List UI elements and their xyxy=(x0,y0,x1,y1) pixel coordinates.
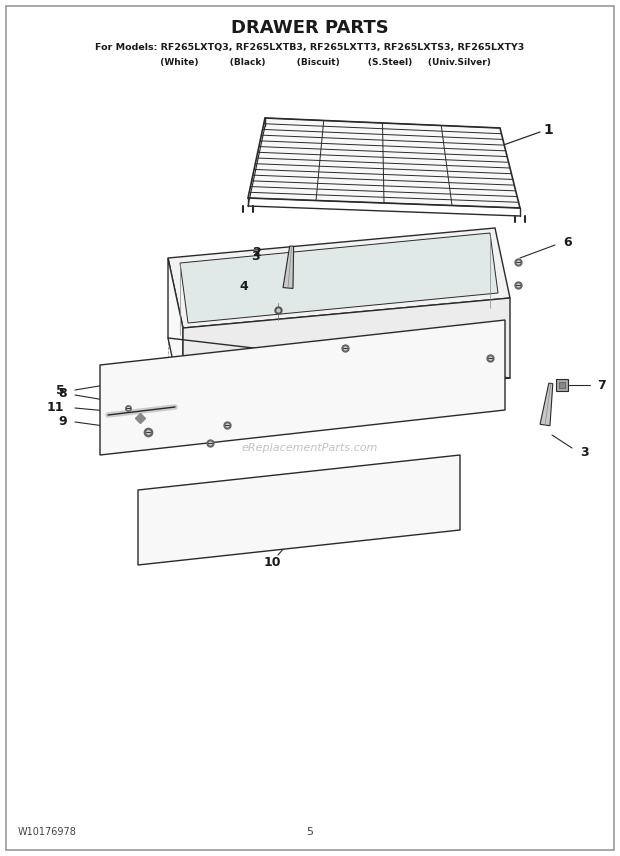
Text: 2: 2 xyxy=(253,246,262,259)
Text: 3: 3 xyxy=(580,445,588,459)
Polygon shape xyxy=(183,378,510,408)
Polygon shape xyxy=(183,298,510,408)
Text: 9: 9 xyxy=(58,414,67,427)
Polygon shape xyxy=(248,118,520,208)
Text: (White)          (Black)          (Biscuit)         (S.Steel)     (Univ.Silver): (White) (Black) (Biscuit) (S.Steel) (Uni… xyxy=(129,57,491,67)
Polygon shape xyxy=(138,455,460,565)
Polygon shape xyxy=(283,246,294,288)
Text: W10176978: W10176978 xyxy=(18,827,77,837)
Text: 5: 5 xyxy=(56,383,65,396)
Text: 6: 6 xyxy=(415,378,424,391)
Text: 6: 6 xyxy=(563,235,572,248)
Text: 1: 1 xyxy=(543,123,553,137)
Polygon shape xyxy=(100,320,505,455)
Text: 5: 5 xyxy=(306,827,314,837)
Text: eReplacementParts.com: eReplacementParts.com xyxy=(242,443,378,453)
Text: For Models: RF265LXTQ3, RF265LXTB3, RF265LXTT3, RF265LXTS3, RF265LXTY3: For Models: RF265LXTQ3, RF265LXTB3, RF26… xyxy=(95,43,525,51)
Polygon shape xyxy=(540,383,553,425)
Text: DRAWER PARTS: DRAWER PARTS xyxy=(231,19,389,37)
Polygon shape xyxy=(559,382,565,388)
Text: 3: 3 xyxy=(251,251,260,264)
Text: 10: 10 xyxy=(264,556,281,568)
Text: 4: 4 xyxy=(239,281,248,294)
Text: 11: 11 xyxy=(46,401,64,413)
Polygon shape xyxy=(168,228,510,328)
Text: 7: 7 xyxy=(597,378,606,391)
Text: 8: 8 xyxy=(58,387,67,400)
Text: 6: 6 xyxy=(187,408,195,421)
Polygon shape xyxy=(556,379,568,391)
Polygon shape xyxy=(180,233,498,323)
Polygon shape xyxy=(168,258,183,408)
